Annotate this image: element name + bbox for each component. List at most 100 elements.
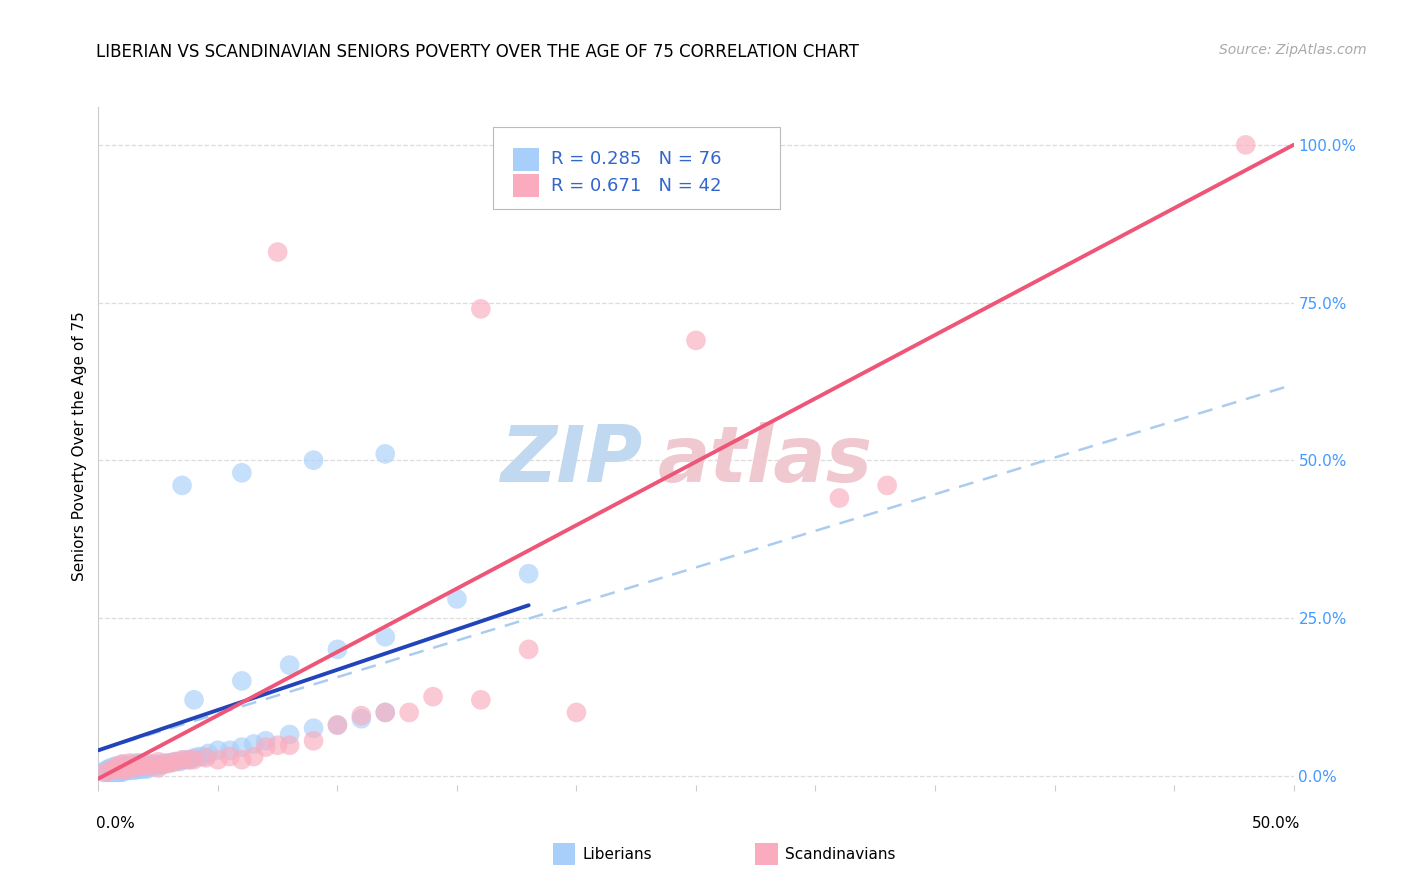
Point [107,759,129,773]
Point [183,751,205,765]
Point [152,757,174,772]
Point [231,673,253,688]
Point [91,765,114,780]
Point [124,764,146,778]
Point [173,753,195,767]
Text: Liberians: Liberians [582,847,652,862]
Point [326,642,349,657]
Point [111,765,134,780]
Point [111,757,134,772]
Point [107,762,129,776]
Point [302,734,325,748]
Point [302,721,325,735]
Point [470,301,492,316]
Text: 0.0%: 0.0% [96,816,135,831]
Point [446,591,468,606]
Point [101,762,124,776]
Text: Source: ZipAtlas.com: Source: ZipAtlas.com [1219,43,1367,57]
Point [470,693,492,707]
Point [98,764,122,778]
Point [111,764,134,778]
Text: R = 0.285   N = 76: R = 0.285 N = 76 [551,150,721,168]
Point [278,727,301,741]
Point [179,753,201,767]
Point [195,751,218,765]
Point [374,706,396,720]
Point [231,740,253,755]
Point [155,757,177,772]
Point [374,706,396,720]
Point [149,757,172,772]
Point [302,453,325,467]
Point [207,743,229,757]
Point [111,757,134,772]
Point [128,757,150,772]
Point [398,706,420,720]
Point [104,762,127,776]
Point [172,478,194,492]
Point [138,761,160,775]
Point [148,761,170,775]
Point [350,708,373,723]
Point [115,759,138,773]
Point [104,765,127,780]
Point [139,759,162,773]
Text: LIBERIAN VS SCANDINAVIAN SENIORS POVERTY OVER THE AGE OF 75 CORRELATION CHART: LIBERIAN VS SCANDINAVIAN SENIORS POVERTY… [96,43,859,61]
Point [179,753,201,767]
Point [94,764,117,778]
Point [142,759,165,773]
Point [132,761,155,775]
Point [187,749,209,764]
Point [101,765,124,780]
Text: atlas: atlas [658,422,873,498]
Point [148,759,170,773]
Point [124,761,146,775]
Point [231,753,253,767]
Point [876,478,898,492]
Point [125,762,148,776]
Point [183,693,205,707]
Text: Scandinavians: Scandinavians [785,847,896,862]
Point [125,756,148,770]
Bar [513,175,540,197]
Point [350,712,373,726]
Point [155,756,177,770]
Point [159,756,181,770]
Point [98,764,122,778]
Point [267,245,290,260]
Point [124,759,146,773]
Point [169,755,191,769]
Point [219,749,242,764]
Point [131,759,153,773]
Point [107,765,129,780]
Point [114,764,136,778]
Point [108,765,131,780]
Point [219,743,242,757]
Y-axis label: Seniors Poverty Over the Age of 75: Seniors Poverty Over the Age of 75 [72,311,87,581]
Point [183,753,205,767]
Point [278,738,301,752]
Point [326,718,349,732]
Point [135,756,157,770]
Text: R = 0.671   N = 42: R = 0.671 N = 42 [551,177,721,195]
Point [115,762,138,776]
Point [163,755,186,769]
Point [326,718,349,732]
Point [243,737,266,751]
FancyBboxPatch shape [494,128,780,209]
Point [193,749,215,764]
Point [243,749,266,764]
Point [131,762,153,776]
Point [135,759,157,773]
Point [685,334,707,348]
Point [565,706,588,720]
Point [118,764,141,778]
Bar [513,147,540,170]
Point [121,757,143,772]
Point [231,466,253,480]
Point [828,491,851,505]
Point [104,764,127,778]
Point [135,762,157,776]
Point [374,447,396,461]
Point [121,762,143,776]
